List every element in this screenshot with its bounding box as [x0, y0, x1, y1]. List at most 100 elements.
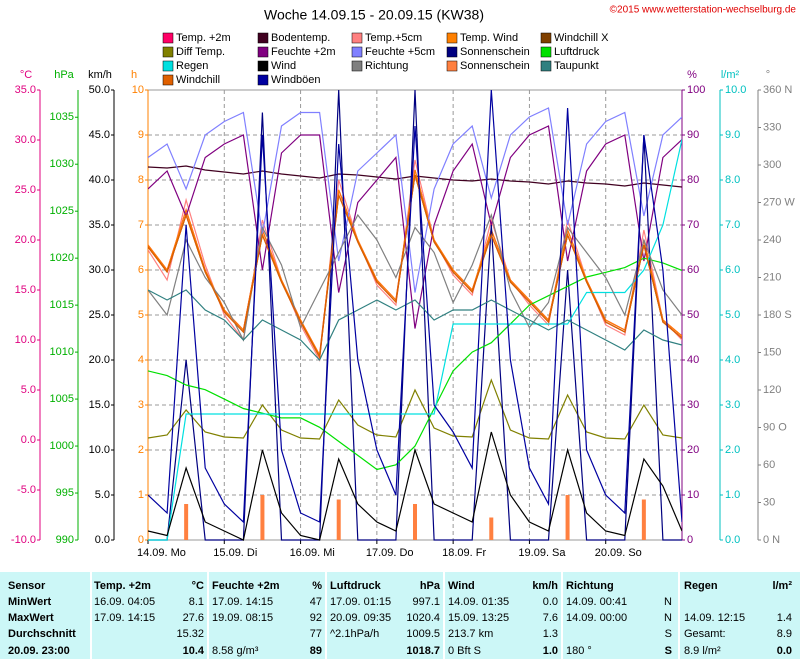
legend-swatch	[162, 32, 174, 44]
table-cell: N	[664, 612, 672, 624]
axis-unit: hPa	[54, 69, 74, 81]
axis-unit: °C	[20, 69, 32, 81]
y-tick-label: 60	[687, 264, 699, 276]
y-tick-label: 1000	[50, 440, 74, 452]
legend-swatch	[257, 74, 269, 86]
y-tick-label: 995	[56, 487, 74, 499]
series-line	[148, 139, 682, 541]
table-cell: 0.0	[777, 645, 792, 657]
y-tick-label: 70	[687, 219, 699, 231]
table-cell: Durchschnitt	[8, 628, 76, 640]
series-line	[148, 213, 682, 342]
y-tick-label: 60	[763, 459, 775, 471]
x-tick-label: 16.09. Mi	[290, 547, 335, 559]
x-tick-label: 20.09. So	[595, 547, 642, 559]
legend-label: Bodentemp.	[271, 32, 330, 44]
sunshine-bar	[184, 504, 189, 540]
y-tick-label: 0.0	[95, 534, 110, 546]
y-tick-label: 80	[687, 174, 699, 186]
y-tick-label: 7	[138, 219, 144, 231]
sunshine-bar	[336, 499, 341, 540]
legend-label: Sonnenschein	[460, 46, 530, 58]
y-tick-label: 90	[687, 129, 699, 141]
sunshine-bar	[565, 495, 570, 540]
y-tick-label: 5.0	[725, 309, 740, 321]
y-tick-label: 7.0	[725, 219, 740, 231]
y-tick-label: 6	[138, 264, 144, 276]
table-cell: 14.09. 12:15	[684, 612, 745, 624]
y-tick-label: 0.0	[725, 534, 740, 546]
y-tick-label: 10	[687, 489, 699, 501]
series-line	[148, 174, 682, 359]
table-cell: 17.09. 01:15	[330, 596, 391, 608]
y-tick-label: 30.0	[15, 134, 36, 146]
y-tick-label: 1020	[50, 252, 74, 264]
table-cell: 47	[310, 596, 322, 608]
legend-label: Richtung	[365, 60, 408, 72]
sunshine-bar	[641, 499, 646, 540]
table-cell: 8.9	[777, 628, 792, 640]
table-cell: Gesamt:	[684, 628, 726, 640]
table-cell: 77	[310, 628, 322, 640]
y-tick-label: 120	[763, 384, 781, 396]
legend-label: Feuchte +5cm	[365, 46, 435, 58]
table-cell: km/h	[532, 580, 558, 592]
legend-swatch	[446, 60, 458, 72]
y-tick-label: 10	[132, 84, 144, 96]
table-cell: 1.4	[777, 612, 792, 624]
y-tick-label: 360 N	[763, 84, 792, 96]
y-tick-label: 35.0	[89, 219, 110, 231]
y-tick-label: 10.0	[725, 84, 746, 96]
table-cell: 15.32	[176, 628, 204, 640]
y-tick-label: 5	[138, 309, 144, 321]
series-line	[148, 107, 682, 293]
y-tick-label: 3.0	[725, 399, 740, 411]
legend-swatch	[351, 60, 363, 72]
y-tick-label: 4	[138, 354, 144, 366]
y-tick-label: 15.0	[89, 399, 110, 411]
y-tick-label: 8	[138, 174, 144, 186]
legend-label: Regen	[176, 60, 208, 72]
table-cell: 1.3	[543, 628, 558, 640]
series-line	[148, 125, 682, 329]
sunshine-bar	[489, 517, 494, 540]
legend-label: Diff Temp.	[176, 46, 225, 58]
table-cell: Richtung	[566, 580, 614, 592]
y-tick-label: 150	[763, 346, 781, 358]
axis-unit: °	[766, 69, 770, 81]
y-tick-label: 30	[687, 399, 699, 411]
table-cell: 1020.4	[406, 612, 440, 624]
table-cell: Luftdruck	[330, 580, 382, 592]
table-cell: S	[665, 628, 672, 640]
table-cell: 8.58 g/m³	[212, 645, 259, 657]
y-tick-label: 2.0	[725, 444, 740, 456]
table-cell: %	[312, 580, 322, 592]
legend-label: Feuchte +2m	[271, 46, 336, 58]
y-tick-label: 20.0	[15, 234, 36, 246]
y-tick-label: 50	[687, 309, 699, 321]
legend-label: Temp. +2m	[176, 32, 231, 44]
y-tick-label: 1.0	[725, 489, 740, 501]
table-cell: 1.0	[543, 645, 558, 657]
table-cell: Wind	[448, 580, 475, 592]
legend-label: Windchill	[176, 74, 220, 86]
y-tick-label: 20.0	[89, 354, 110, 366]
table-cell: 89	[310, 645, 322, 657]
sunshine-bar	[413, 504, 417, 540]
table-cell: 0 Bft S	[448, 645, 481, 657]
table-cell: 17.09. 14:15	[212, 596, 273, 608]
y-tick-label: 25.0	[15, 184, 36, 196]
sunshine-bar	[260, 495, 265, 540]
y-tick-label: 210	[763, 271, 781, 283]
y-tick-label: 9.0	[725, 129, 740, 141]
table-cell: 1009.5	[406, 628, 440, 640]
table-background	[0, 572, 800, 659]
y-tick-label: 30	[763, 496, 775, 508]
table-cell: ^2.1hPa/h	[330, 628, 379, 640]
y-tick-label: 1025	[50, 205, 74, 217]
y-tick-label: 10.0	[15, 334, 36, 346]
y-tick-label: 15.0	[15, 284, 36, 296]
series-line	[148, 289, 682, 362]
legend-label: Wind	[271, 60, 296, 72]
